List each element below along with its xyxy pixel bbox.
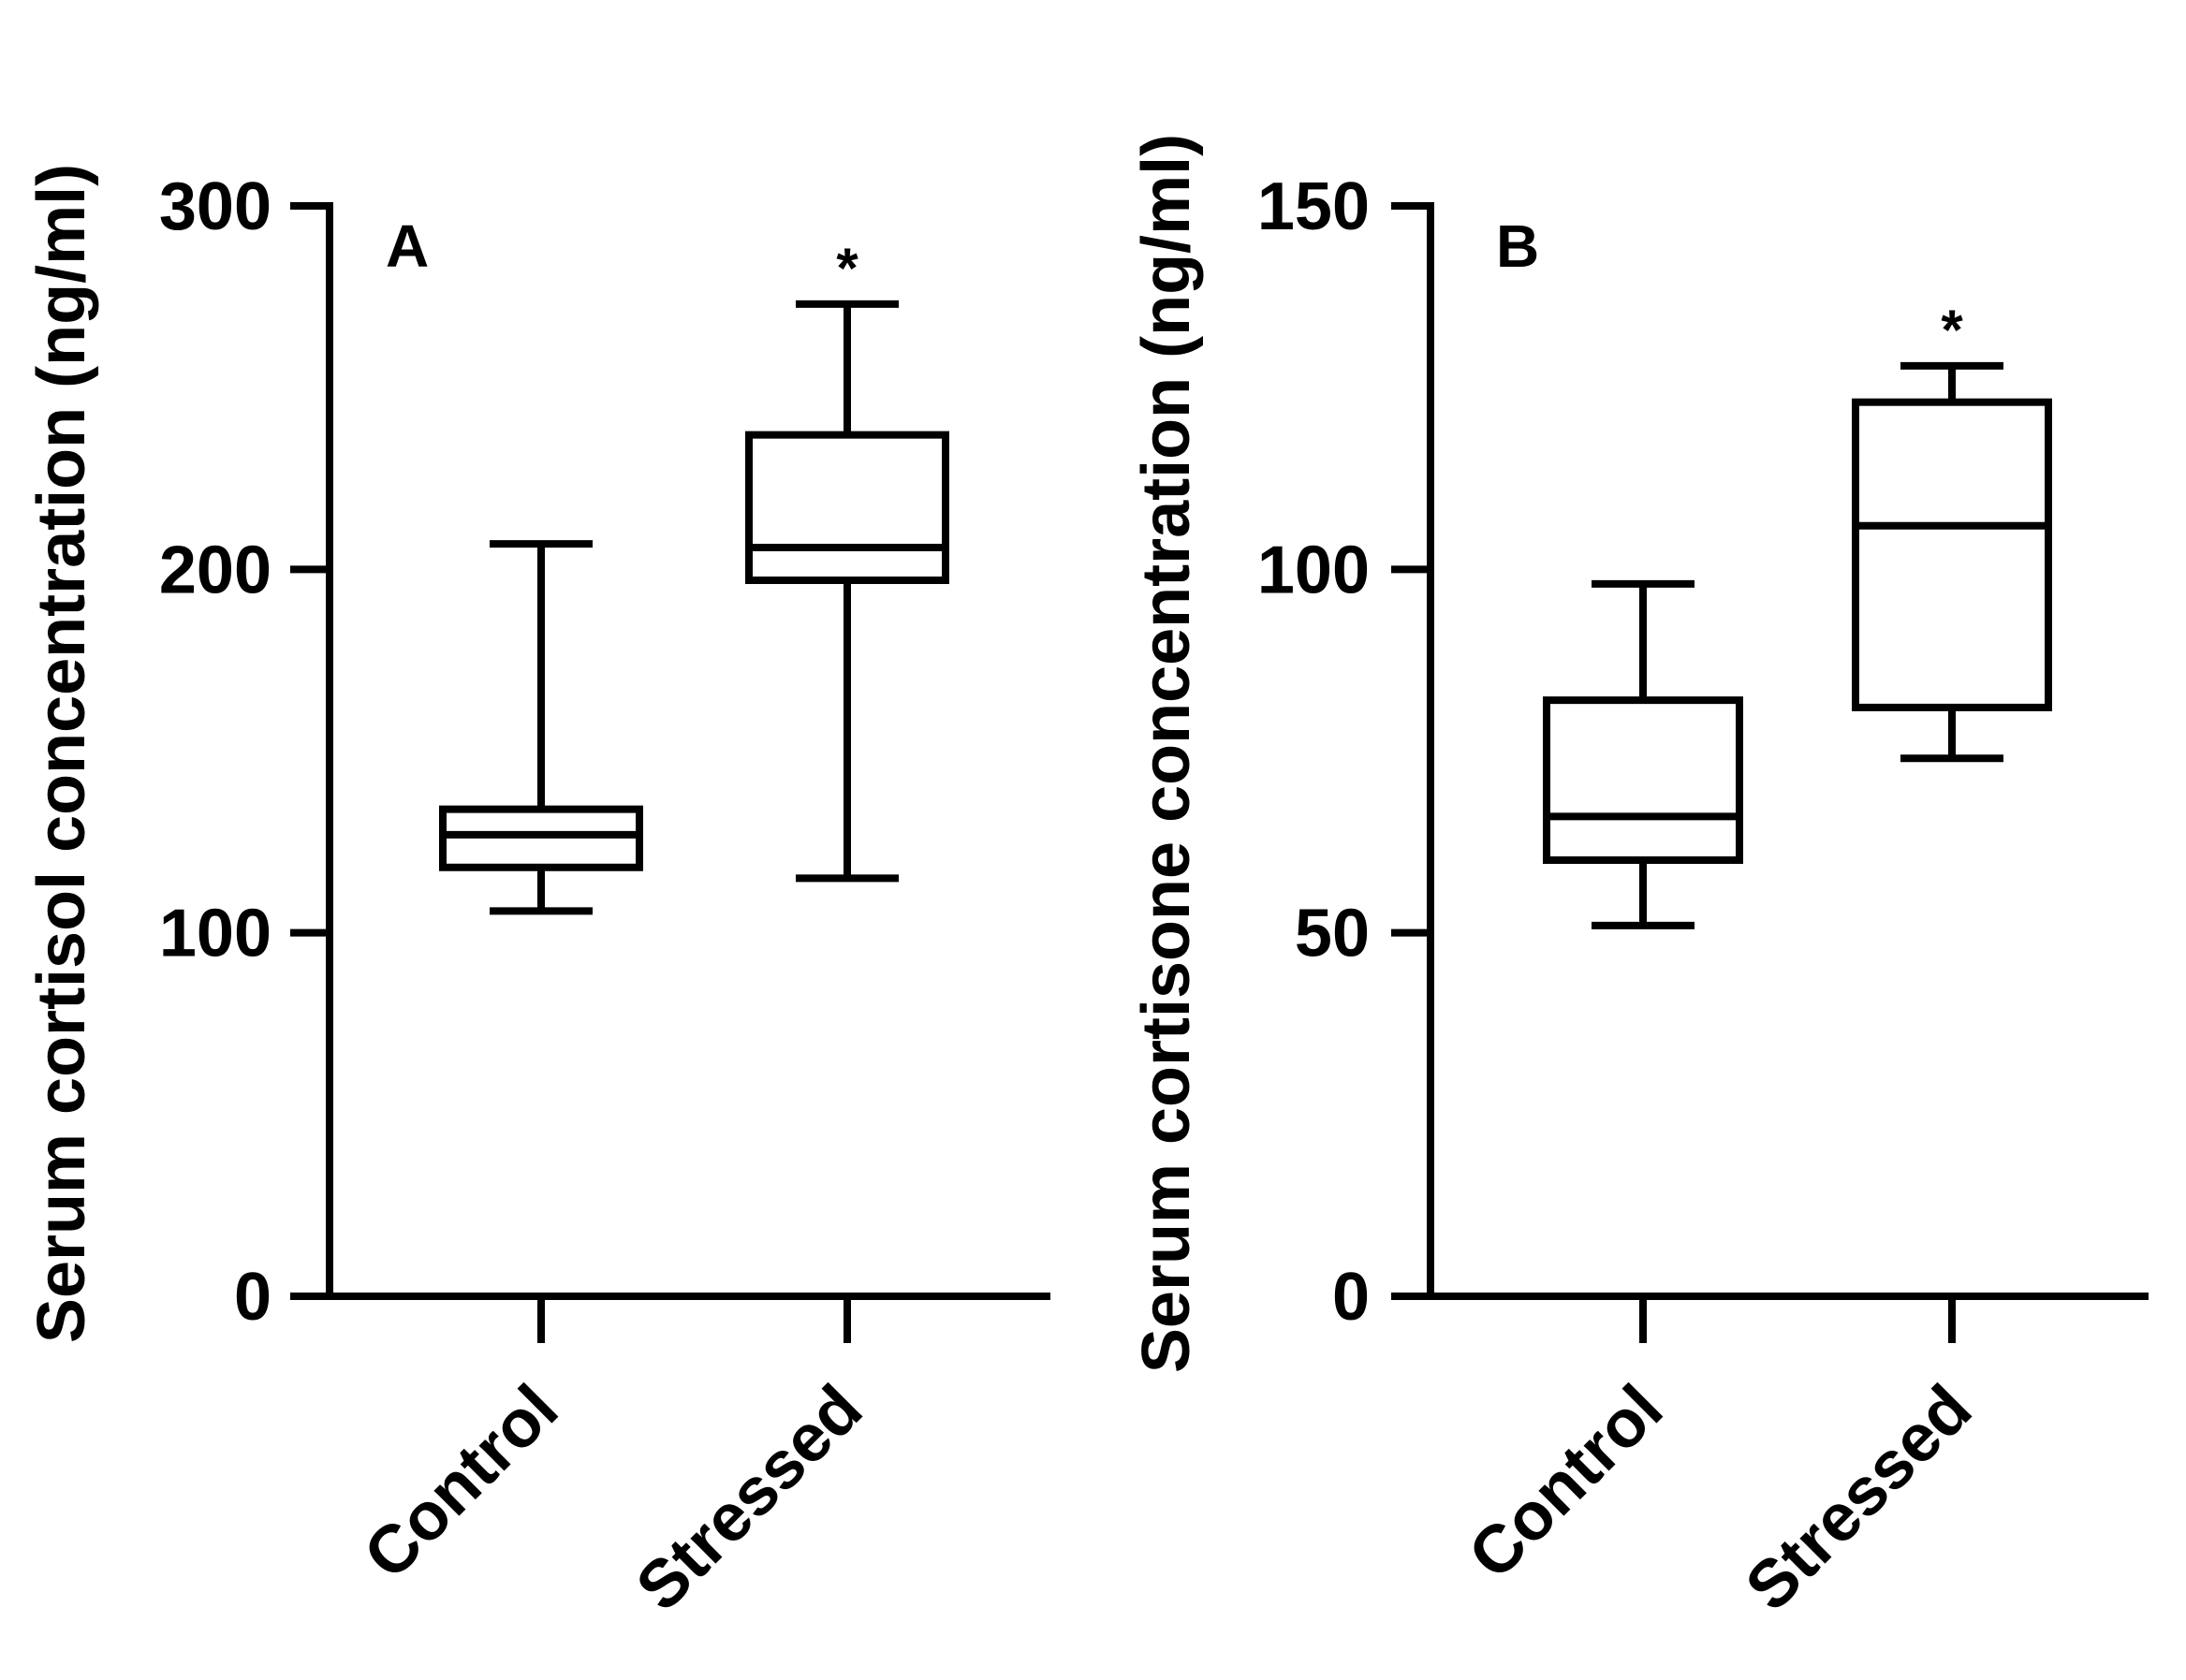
panel-label: A <box>386 212 429 280</box>
y-tick-label: 50 <box>1295 897 1370 971</box>
y-tick-label: 100 <box>159 897 271 971</box>
y-tick-label: 150 <box>1257 169 1370 244</box>
x-category-label: Control <box>350 1371 573 1594</box>
x-category-label: Stressed <box>1732 1371 1987 1626</box>
y-tick-label: 200 <box>159 533 271 607</box>
y-tick-label: 100 <box>1257 533 1370 607</box>
y-axis-title: Serum cortisone concentration (ng/ml) <box>1129 134 1204 1373</box>
significance-asterisk: * <box>1941 299 1963 361</box>
x-category-label: Stressed <box>623 1371 877 1626</box>
y-tick-label: 0 <box>1332 1260 1370 1335</box>
box-stressed <box>745 431 949 584</box>
panel-label: B <box>1496 212 1539 280</box>
y-axis-title: Serum cortisol concentration (ng/ml) <box>24 164 99 1343</box>
box-control <box>1543 696 1743 865</box>
significance-asterisk: * <box>836 237 858 299</box>
y-tick-label: 300 <box>159 169 271 244</box>
y-tick-label: 0 <box>234 1260 271 1335</box>
x-category-label: Control <box>1455 1371 1678 1594</box>
box-stressed <box>1852 398 2052 711</box>
